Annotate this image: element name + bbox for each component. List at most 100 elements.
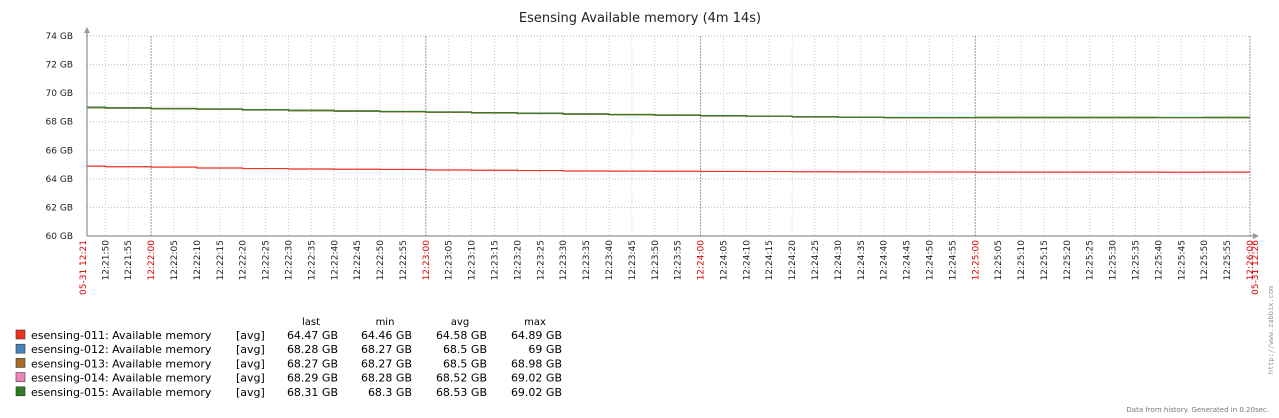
legend-series-name: esensing-013: Available memory — [31, 357, 212, 370]
x-tick-label: 12:22:15 — [216, 240, 226, 280]
legend-value-max: 69 GB — [528, 343, 562, 356]
x-tick-label: 12:24:00 — [697, 240, 707, 281]
legend-value-max: 68.98 GB — [511, 357, 562, 370]
legend-series-name: esensing-015: Available memory — [31, 386, 212, 399]
legend-swatch — [15, 329, 26, 340]
x-tick-label: 12:23:25 — [536, 240, 546, 280]
legend-value-last: 68.28 GB — [287, 343, 338, 356]
x-tick-label: 12:25:55 — [1223, 240, 1233, 280]
x-tick-label: 12:25:00 — [971, 240, 981, 281]
x-tick-label: 12:21:50 — [101, 240, 111, 281]
x-tick-label: 12:25:05 — [994, 240, 1004, 280]
x-tick-label: 12:24:50 — [925, 240, 935, 281]
x-tick-label: 12:23:50 — [651, 240, 661, 281]
chart-title: Esensing Available memory (4m 14s) — [519, 11, 761, 26]
x-tick-label: 12:22:20 — [239, 240, 249, 281]
x-tick-label: 12:22:55 — [399, 240, 409, 280]
x-tick-label: 12:23:30 — [559, 240, 569, 281]
legend-value-min: 68.3 GB — [368, 386, 412, 399]
x-tick-label: 12:24:25 — [811, 240, 821, 280]
legend-series-name: esensing-014: Available memory — [31, 372, 212, 385]
legend-function: [avg] — [236, 372, 265, 385]
legend-value-avg: 68.5 GB — [443, 343, 487, 356]
legend-value-last: 68.27 GB — [287, 357, 338, 370]
x-tick-label: 12:23:15 — [491, 240, 501, 280]
legend-value-last: 68.29 GB — [287, 372, 338, 385]
legend-value-max: 69.02 GB — [511, 386, 562, 399]
legend-value-max: 64.89 GB — [511, 329, 562, 342]
x-boundary-label: 05-31 12:26 — [1251, 240, 1261, 295]
y-tick-label: 62 GB — [46, 203, 73, 213]
series-line — [87, 106, 1250, 119]
x-tick-label: 12:22:50 — [376, 240, 386, 281]
x-tick-label: 12:24:20 — [788, 240, 798, 281]
legend-value-min: 68.27 GB — [361, 343, 412, 356]
x-tick-label: 12:23:35 — [582, 240, 592, 280]
x-tick-label: 12:25:50 — [1200, 240, 1210, 281]
y-tick-label: 74 GB — [46, 32, 73, 42]
x-tick-label: 12:22:45 — [353, 240, 363, 280]
x-tick-label: 12:24:10 — [742, 240, 752, 281]
x-tick-label: 12:24:30 — [834, 240, 844, 281]
x-tick-label: 12:21:55 — [124, 240, 134, 280]
x-tick-label: 12:22:05 — [170, 240, 180, 280]
legend-value-min: 68.28 GB — [361, 372, 412, 385]
legend-swatch — [15, 358, 26, 368]
x-tick-label: 12:23:05 — [445, 240, 455, 280]
x-tick-label: 12:23:10 — [468, 240, 478, 281]
x-tick-label: 12:23:20 — [513, 240, 523, 281]
x-tick-label: 12:24:05 — [719, 240, 729, 280]
x-tick-label: 12:25:25 — [1086, 240, 1096, 280]
x-tick-label: 12:26:00 — [1246, 240, 1256, 281]
legend-series-name: esensing-011: Available memory — [31, 329, 212, 342]
legend-column-header: last — [302, 317, 320, 328]
y-tick-label: 68 GB — [46, 118, 73, 128]
legend: last min avg max esensing-011: Available mem… — [15, 317, 562, 399]
x-tick-label: 12:23:55 — [674, 240, 684, 280]
legend-swatch — [15, 343, 26, 354]
y-tick-label: 66 GB — [46, 146, 73, 156]
legend-column-header: avg — [451, 317, 469, 328]
legend-value-min: 64.46 GB — [361, 329, 412, 342]
x-tick-label: 12:23:00 — [422, 240, 432, 281]
x-tick-label: 12:25:20 — [1063, 240, 1073, 281]
legend-function: [avg] — [236, 343, 265, 356]
y-tick-label: 60 GB — [46, 232, 73, 242]
axes — [84, 27, 1259, 239]
legend-value-last: 64.47 GB — [287, 329, 338, 342]
legend-value-min: 68.27 GB — [361, 357, 412, 370]
legend-value-avg: 68.53 GB — [436, 386, 487, 399]
legend-value-avg: 68.52 GB — [436, 372, 487, 385]
y-axis-ticks: 60 GB 62 GB 64 GB 66 GB 68 GB 70 GB 72 GB 74 GB — [46, 32, 73, 242]
x-axis-ticks: 12:21:50 12:21:55 12:22:00 12:22:05 12:22:10… — [79, 240, 1261, 295]
x-axis-arrow-icon — [1253, 233, 1259, 239]
x-tick-label: 12:22:10 — [193, 240, 203, 281]
plot-area — [87, 36, 1250, 236]
legend-function: [avg] — [236, 357, 265, 370]
x-tick-label: 12:25:35 — [1132, 240, 1142, 280]
x-tick-label: 12:22:35 — [307, 240, 317, 280]
legend-value-avg: 68.5 GB — [443, 357, 487, 370]
x-tick-label: 12:24:15 — [765, 240, 775, 280]
x-tick-label: 12:22:25 — [262, 240, 272, 280]
y-axis-arrow-icon — [84, 27, 90, 33]
x-tick-label: 12:24:40 — [880, 240, 890, 281]
legend-column-header: min — [376, 317, 395, 328]
x-tick-label: 12:22:30 — [284, 240, 294, 281]
footer-note: Data from history. Generated in 0.20sec. — [1126, 406, 1269, 414]
x-tick-label: 12:22:00 — [147, 240, 157, 281]
x-tick-label: 12:24:55 — [948, 240, 958, 280]
x-boundary-label: 05-31 12:21 — [79, 240, 89, 295]
x-tick-label: 12:25:30 — [1109, 240, 1119, 281]
x-tick-label: 12:25:15 — [1040, 240, 1050, 280]
legend-series-name: esensing-012: Available memory — [31, 343, 212, 356]
x-tick-label: 12:24:45 — [903, 240, 913, 280]
legend-function: [avg] — [236, 329, 265, 342]
legend-function: [avg] — [236, 386, 265, 399]
x-tick-label: 12:24:35 — [857, 240, 867, 280]
legend-value-last: 68.31 GB — [287, 386, 338, 399]
series-line — [87, 165, 1250, 173]
x-tick-label: 12:25:10 — [1017, 240, 1027, 281]
x-tick-label: 12:23:40 — [605, 240, 615, 281]
